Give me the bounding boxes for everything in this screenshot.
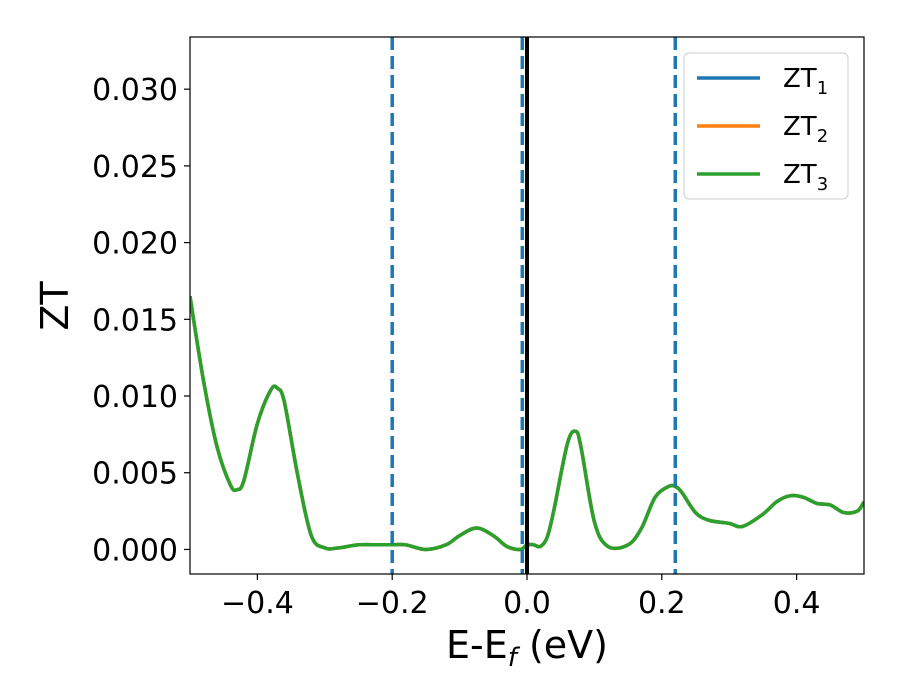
x-axis-label: E-Ef (eV) bbox=[446, 623, 608, 673]
series-line-zt3 bbox=[190, 296, 864, 552]
x-tick-label: −0.4 bbox=[221, 586, 294, 621]
y-tick-label: 0.025 bbox=[92, 150, 178, 185]
y-tick-label: 0.015 bbox=[92, 303, 178, 338]
y-axis-ticks: 0.000 0.005 0.010 0.015 0.020 0.025 0.030 bbox=[92, 73, 190, 568]
y-tick-label: 0.030 bbox=[92, 73, 178, 108]
legend-label-zt3: ZT3 bbox=[783, 160, 828, 195]
x-tick-label: 0.0 bbox=[503, 586, 551, 621]
legend-label-zt2: ZT2 bbox=[783, 112, 828, 147]
y-axis-label: ZT bbox=[33, 281, 77, 331]
y-tick-label: 0.000 bbox=[92, 533, 178, 568]
x-tick-label: 0.4 bbox=[773, 586, 821, 621]
reference-lines bbox=[390, 37, 678, 574]
y-tick-label: 0.010 bbox=[92, 380, 178, 415]
plot-area bbox=[190, 296, 864, 552]
x-tick-label: 0.2 bbox=[638, 586, 686, 621]
legend-box bbox=[683, 52, 849, 200]
legend: ZT1 ZT2 ZT3 bbox=[683, 52, 849, 200]
legend-label-zt1: ZT1 bbox=[783, 64, 828, 99]
x-tick-label: −0.2 bbox=[356, 586, 429, 621]
x-axis-ticks: −0.4 −0.2 0.0 0.2 0.4 bbox=[221, 574, 820, 621]
y-tick-label: 0.005 bbox=[92, 457, 178, 492]
y-tick-label: 0.020 bbox=[92, 227, 178, 262]
